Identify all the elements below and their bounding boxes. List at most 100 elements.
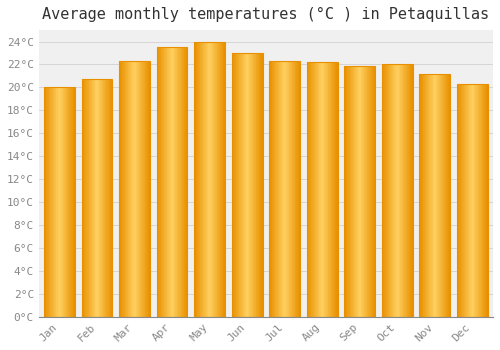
Bar [221,42,222,317]
Bar [270,61,300,317]
Bar [252,53,254,317]
Bar [468,84,469,317]
Bar [352,66,353,317]
Bar [123,61,124,317]
Bar [280,61,281,317]
Bar [97,79,98,317]
Bar [408,64,409,317]
Bar [405,64,406,317]
Bar [61,88,62,317]
Bar [110,79,111,317]
Bar [182,47,183,317]
Bar [212,42,214,317]
Bar [273,61,274,317]
Bar [442,74,444,317]
Bar [318,62,319,317]
Bar [392,64,394,317]
Bar [483,84,484,317]
Bar [344,66,345,317]
Bar [209,42,210,317]
Bar [71,88,72,317]
Bar [88,79,90,317]
Bar [406,64,408,317]
Bar [119,61,120,317]
Bar [222,42,224,317]
Bar [119,61,150,317]
Bar [445,74,446,317]
Bar [480,84,481,317]
Bar [463,84,464,317]
Bar [294,61,296,317]
Bar [270,61,271,317]
Bar [46,88,47,317]
Bar [307,62,308,317]
Bar [436,74,437,317]
Bar [337,62,338,317]
Bar [293,61,294,317]
Bar [409,64,410,317]
Bar [458,84,460,317]
Bar [330,62,332,317]
Bar [428,74,430,317]
Bar [126,61,127,317]
Title: Average monthly temperatures (°C ) in Petaquillas: Average monthly temperatures (°C ) in Pe… [42,7,490,22]
Bar [333,62,334,317]
Bar [101,79,102,317]
Bar [369,66,370,317]
Bar [373,66,374,317]
Bar [170,47,172,317]
Bar [83,79,84,317]
Bar [345,66,346,317]
Bar [205,42,206,317]
Bar [56,88,57,317]
Bar [309,62,310,317]
Bar [362,66,363,317]
Bar [86,79,87,317]
Bar [487,84,488,317]
Bar [246,53,247,317]
Bar [296,61,297,317]
Bar [353,66,354,317]
Bar [84,79,86,317]
Bar [44,88,75,317]
Bar [55,88,56,317]
Bar [120,61,122,317]
Bar [257,53,258,317]
Bar [200,42,201,317]
Bar [201,42,202,317]
Bar [82,79,83,317]
Bar [183,47,184,317]
Bar [122,61,123,317]
Bar [218,42,219,317]
Bar [54,88,55,317]
Bar [146,61,147,317]
Bar [326,62,327,317]
Bar [254,53,255,317]
Bar [47,88,48,317]
Bar [391,64,392,317]
Bar [244,53,245,317]
Bar [143,61,144,317]
Bar [178,47,179,317]
Bar [324,62,326,317]
Bar [168,47,169,317]
Bar [216,42,218,317]
Bar [44,88,45,317]
Bar [137,61,138,317]
Bar [162,47,163,317]
Bar [360,66,362,317]
Bar [139,61,140,317]
Bar [50,88,51,317]
Bar [385,64,386,317]
Bar [388,64,389,317]
Bar [327,62,328,317]
Bar [395,64,396,317]
Bar [427,74,428,317]
Bar [215,42,216,317]
Bar [441,74,442,317]
Bar [291,61,292,317]
Bar [399,64,400,317]
Bar [219,42,220,317]
Bar [368,66,369,317]
Bar [245,53,246,317]
